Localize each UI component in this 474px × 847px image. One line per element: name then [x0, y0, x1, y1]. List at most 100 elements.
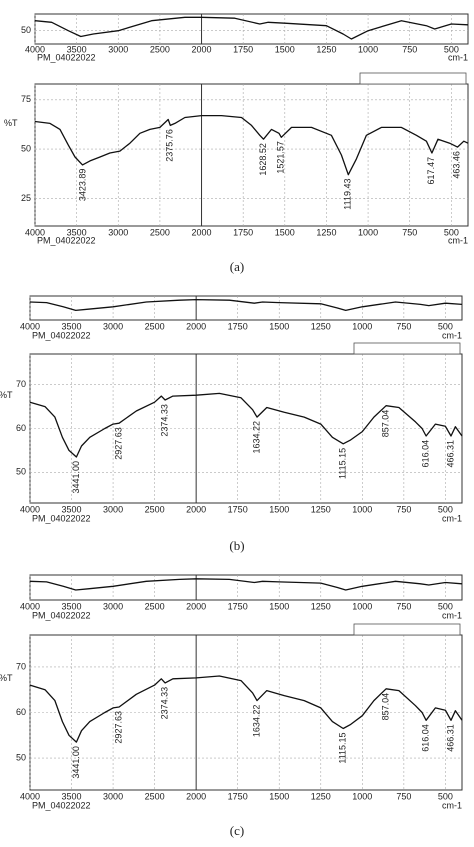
x-tick-label: 750	[396, 601, 411, 611]
x-tick-label: 1250	[311, 791, 331, 801]
x-tick-label: 1000	[358, 44, 378, 54]
x-tick-label: 1750	[228, 601, 248, 611]
x-axis-label: cm-1	[442, 513, 462, 523]
x-tick-label: 3000	[103, 504, 123, 514]
x-tick-label: 750	[402, 44, 417, 54]
spectrum-line	[29, 578, 463, 591]
y-axis-label: %T	[0, 390, 13, 400]
x-tick-label: 1750	[233, 227, 253, 237]
spectrum-line	[29, 298, 463, 312]
x-tick-label: 3500	[62, 601, 82, 611]
legend-box	[359, 72, 467, 85]
x-tick-label: 1500	[275, 227, 295, 237]
x-axis-label: cm-1	[448, 235, 468, 245]
x-tick-label: 3000	[103, 321, 123, 331]
x-axis-label: cm-1	[442, 800, 462, 810]
legend-box	[353, 623, 461, 636]
sample-label: PM_04022022	[32, 610, 91, 620]
x-axis-label: cm-1	[442, 610, 462, 620]
x-tick-label: 2500	[145, 321, 165, 331]
x-tick-label: 3500	[62, 504, 82, 514]
x-tick-label: 1250	[311, 504, 331, 514]
y-tick-label: 60	[16, 707, 26, 717]
x-tick-label: 2500	[145, 504, 165, 514]
x-tick-label: 4000	[20, 791, 40, 801]
peak-label: 466.31	[445, 440, 455, 468]
x-tick-label: 2500	[145, 791, 165, 801]
x-tick-label: 2000	[186, 601, 206, 611]
x-tick-label: 1000	[358, 227, 378, 237]
sample-label: PM_04022022	[37, 52, 96, 62]
peak-label: 1115.15	[338, 732, 348, 763]
x-tick-label: 3000	[108, 227, 128, 237]
peak-label: 1115.15	[338, 448, 348, 479]
sample-label: PM_04022022	[32, 800, 91, 810]
y-tick-label: 25	[21, 193, 31, 203]
peak-label: 2374.33	[159, 404, 169, 437]
y-tick-label: 70	[16, 661, 26, 671]
x-tick-label: 3500	[67, 227, 87, 237]
x-tick-label: 3000	[103, 601, 123, 611]
peak-label: 1634.22	[251, 705, 261, 738]
x-tick-label: 750	[396, 791, 411, 801]
peak-label: 2374.33	[160, 687, 170, 720]
peak-label: 3423.89	[77, 169, 87, 202]
x-tick-label: 3000	[103, 791, 123, 801]
peak-label: 2375.76	[165, 129, 175, 162]
x-tick-label: 3500	[62, 321, 82, 331]
spectrum-line	[34, 16, 469, 40]
y-tick-label: 75	[21, 94, 31, 104]
peak-label: 1119.43	[343, 179, 353, 210]
peak-label: 1634.22	[251, 421, 261, 454]
y-tick-label: 50	[16, 752, 26, 762]
x-tick-label: 1750	[228, 321, 248, 331]
peak-label: 2927.63	[114, 427, 124, 460]
x-tick-label: 3500	[62, 791, 82, 801]
sample-label: PM_04022022	[32, 513, 91, 523]
caption: (c)	[230, 823, 244, 838]
peak-label: 616.04	[421, 724, 431, 752]
peak-label: 466.31	[445, 724, 455, 752]
x-tick-label: 1000	[352, 504, 372, 514]
peak-label: 857.04	[380, 693, 390, 721]
x-tick-label: 1750	[228, 504, 248, 514]
x-tick-label: 1250	[316, 227, 336, 237]
y-tick-label: 50	[21, 25, 31, 35]
x-tick-label: 4000	[20, 321, 40, 331]
x-tick-label: 1500	[269, 321, 289, 331]
x-tick-label: 2000	[192, 227, 212, 237]
y-tick-label: 60	[16, 423, 26, 433]
y-axis-label: %T	[4, 118, 18, 128]
caption: (b)	[229, 538, 244, 553]
peak-label: 463.46	[452, 151, 462, 179]
x-tick-label: 4000	[20, 504, 40, 514]
x-tick-label: 2000	[192, 44, 212, 54]
x-tick-label: 3500	[67, 44, 87, 54]
peak-label: 857.04	[380, 410, 390, 438]
x-axis-label: cm-1	[442, 330, 462, 340]
x-tick-label: 1250	[316, 44, 336, 54]
x-tick-label: 2000	[186, 321, 206, 331]
x-tick-label: 500	[438, 321, 453, 331]
caption: (a)	[230, 259, 244, 274]
y-axis-label: %T	[0, 673, 13, 683]
x-tick-label: 1250	[311, 601, 331, 611]
x-tick-label: 500	[438, 601, 453, 611]
y-tick-label: 50	[16, 467, 26, 477]
x-tick-label: 1500	[269, 791, 289, 801]
x-tick-label: 1000	[352, 601, 372, 611]
peak-label: 1628.52	[258, 143, 268, 176]
sample-label: PM_04022022	[37, 235, 96, 245]
x-tick-label: 500	[444, 227, 459, 237]
x-tick-label: 2500	[150, 227, 170, 237]
y-tick-label: 70	[16, 379, 26, 389]
spectrum-line	[29, 392, 463, 458]
peak-label: 617.47	[426, 157, 436, 185]
plot-frame	[34, 83, 469, 227]
peak-label: 2927.63	[114, 711, 124, 744]
x-tick-label: 4000	[20, 601, 40, 611]
x-tick-label: 2500	[145, 601, 165, 611]
x-tick-label: 750	[396, 504, 411, 514]
x-tick-label: 1000	[352, 321, 372, 331]
